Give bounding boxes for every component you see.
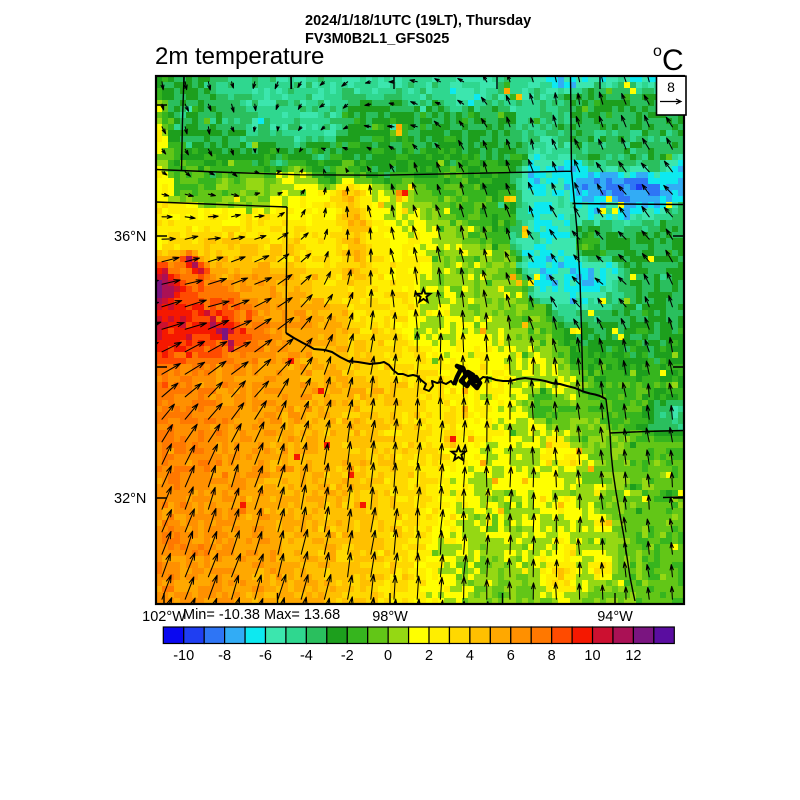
svg-text:-2: -2 [341, 648, 354, 664]
svg-text:8: 8 [548, 648, 556, 664]
svg-text:98°W: 98°W [372, 609, 408, 625]
svg-text:-4: -4 [300, 648, 313, 664]
svg-text:12: 12 [625, 648, 641, 664]
svg-text:94°W: 94°W [597, 609, 633, 625]
svg-text:-10: -10 [173, 648, 194, 664]
svg-text:-6: -6 [259, 648, 272, 664]
svg-text:FV3M0B2L1_GFS025: FV3M0B2L1_GFS025 [305, 31, 449, 47]
svg-text:0: 0 [384, 648, 392, 664]
svg-text:o: o [653, 43, 662, 60]
svg-text:10: 10 [584, 648, 600, 664]
svg-text:8: 8 [667, 79, 675, 95]
svg-text:32°N: 32°N [114, 491, 146, 507]
svg-text:2024/1/18/1UTC (19LT), Thursda: 2024/1/18/1UTC (19LT), Thursday [305, 13, 531, 29]
svg-text:C: C [662, 44, 684, 77]
svg-text:6: 6 [507, 648, 515, 664]
svg-text:4: 4 [466, 648, 474, 664]
svg-text:102°W: 102°W [142, 609, 186, 625]
svg-text:2m temperature: 2m temperature [155, 43, 324, 70]
svg-text:2: 2 [425, 648, 433, 664]
svg-text:Min= -10.38 Max= 13.68: Min= -10.38 Max= 13.68 [183, 607, 340, 623]
svg-text:36°N: 36°N [114, 229, 146, 245]
svg-text:-8: -8 [218, 648, 231, 664]
